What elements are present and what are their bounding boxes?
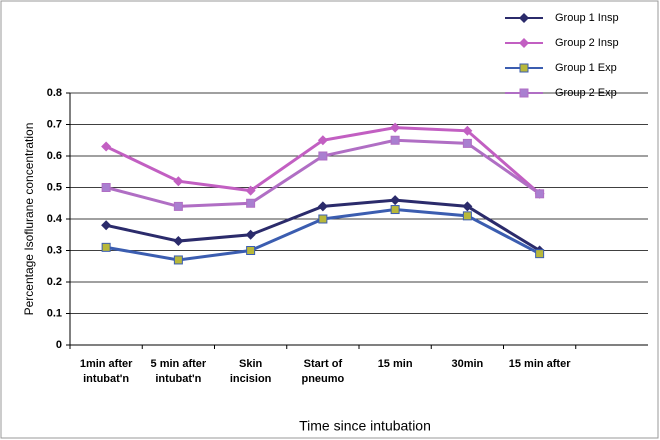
x-tick-label: 15 min xyxy=(377,358,413,370)
y-axis-title: Percentage Isoflurane concentration xyxy=(22,123,36,316)
marker xyxy=(390,195,401,206)
x-tick-label: 5 min after intubat'n xyxy=(150,358,207,385)
legend-marker xyxy=(519,88,529,98)
legend-label: Group 2 Insp xyxy=(555,37,619,49)
marker xyxy=(462,125,473,136)
marker xyxy=(101,141,112,152)
y-tick-label: 0.6 xyxy=(47,150,62,162)
marker xyxy=(535,249,545,259)
marker xyxy=(390,205,400,215)
legend-label: Group 1 Insp xyxy=(555,12,619,24)
marker xyxy=(246,198,256,208)
x-tick-label: 1min after intubat'n xyxy=(79,358,133,385)
marker xyxy=(173,236,184,247)
marker xyxy=(535,189,545,199)
marker xyxy=(318,151,328,161)
marker xyxy=(462,201,473,212)
marker xyxy=(173,176,184,187)
y-tick-label: 0.7 xyxy=(47,118,62,130)
legend-label: Group 2 Exp xyxy=(555,87,617,99)
legend-label: Group 1 Exp xyxy=(555,62,617,74)
x-tick-label: Skin incision xyxy=(229,358,272,385)
marker xyxy=(101,220,112,231)
legend-marker xyxy=(519,38,529,48)
y-tick-label: 0.8 xyxy=(47,87,62,99)
marker xyxy=(317,135,328,146)
x-axis-title: Time since intubation xyxy=(299,418,431,434)
x-tick-label: Start of pneumo xyxy=(301,358,345,385)
y-tick-label: 0.3 xyxy=(47,244,62,256)
y-tick-label: 0.5 xyxy=(47,181,62,193)
marker xyxy=(245,229,256,240)
marker xyxy=(318,214,328,224)
y-tick-label: 0 xyxy=(56,339,62,351)
legend-marker xyxy=(519,63,529,73)
marker xyxy=(317,201,328,212)
marker xyxy=(101,242,111,252)
marker xyxy=(173,255,183,265)
marker xyxy=(462,138,472,148)
marker xyxy=(101,183,111,192)
marker xyxy=(462,211,472,221)
marker xyxy=(246,246,256,255)
x-tick-label: 15 min after xyxy=(508,358,571,370)
marker xyxy=(173,201,183,211)
y-tick-label: 0.2 xyxy=(47,276,62,288)
marker xyxy=(245,185,256,196)
y-tick-label: 0.4 xyxy=(47,213,63,225)
marker xyxy=(390,135,400,145)
legend-marker xyxy=(519,13,529,23)
x-tick-label: 30min xyxy=(451,358,484,370)
marker xyxy=(390,122,401,133)
y-tick-label: 0.1 xyxy=(47,307,62,319)
